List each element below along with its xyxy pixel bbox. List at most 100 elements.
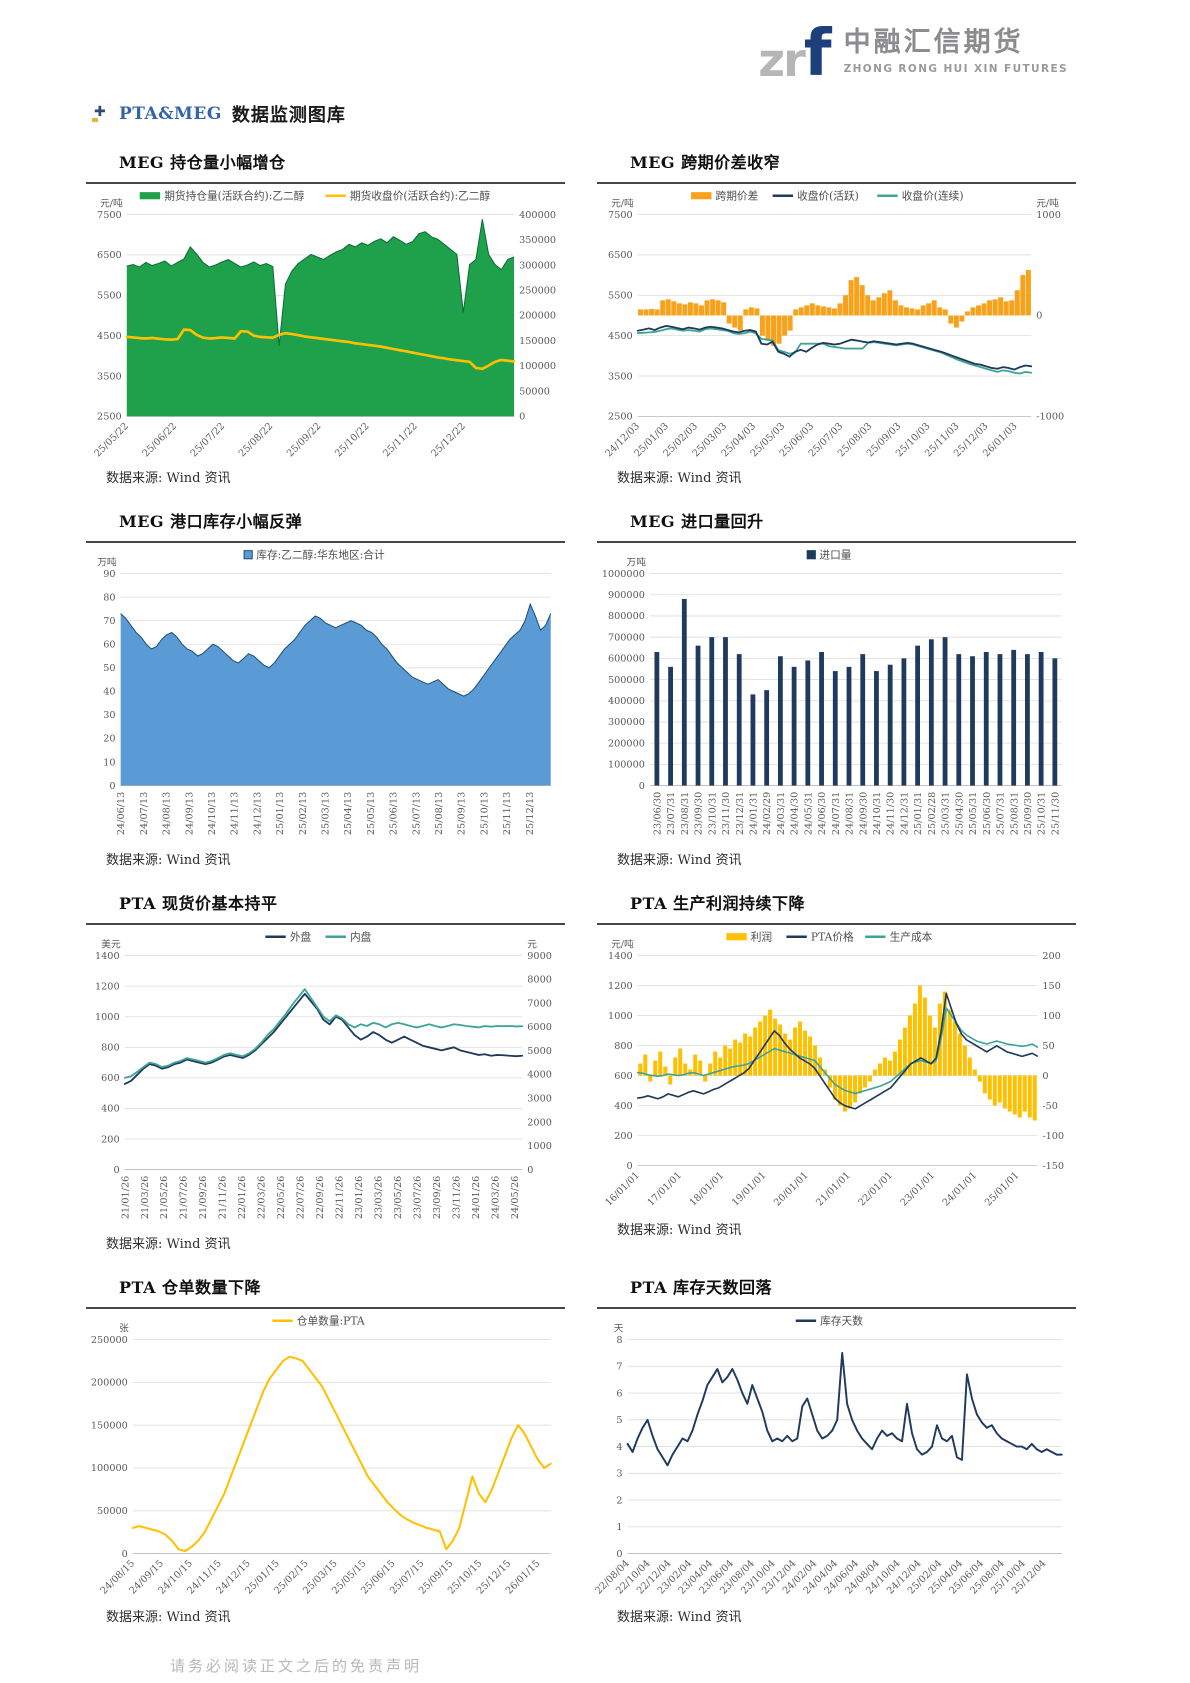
data-source-label: 数据来源: Wind 资讯 (617, 1222, 742, 1238)
svg-text:0: 0 (616, 1549, 622, 1560)
svg-text:25/02/28: 25/02/28 (927, 792, 938, 835)
company-logo: zr f 中融汇信期货 ZHONG RONG HUI XIN FUTURES (758, 16, 1068, 91)
chart-title: PTA 现货价基本持平 (119, 894, 278, 914)
svg-text:23/09/30: 23/09/30 (694, 792, 705, 835)
svg-text:元/吨: 元/吨 (611, 937, 634, 950)
svg-text:700000: 700000 (608, 633, 645, 644)
chart-card-pta-warehouse-receipts: PTA 仓单数量下降 0 50000 100000 150000 200000 25000… (86, 1256, 565, 1630)
svg-text:23/01/01: 23/01/01 (899, 1170, 938, 1209)
svg-text:22/11/26: 22/11/26 (335, 1176, 346, 1219)
svg-text:600000: 600000 (608, 654, 645, 665)
svg-text:350000: 350000 (519, 235, 556, 246)
svg-text:150000: 150000 (91, 1420, 128, 1431)
pta-spot-price-svg: 0 200 400 600 800 1000 1200 1400 0 1000 2000 3000 40… (95, 930, 552, 1219)
svg-text:1000: 1000 (608, 1011, 633, 1022)
svg-text:3000: 3000 (527, 1094, 552, 1105)
svg-text:1400: 1400 (95, 951, 120, 962)
svg-text:22/09/26: 22/09/26 (315, 1176, 326, 1219)
svg-text:25/11/22: 25/11/22 (381, 421, 420, 460)
svg-text:0: 0 (519, 412, 525, 423)
svg-text:24/11/30: 24/11/30 (886, 792, 897, 835)
logo-f-text: f (803, 16, 832, 91)
svg-text:400: 400 (101, 1104, 119, 1115)
svg-text:0: 0 (113, 1165, 119, 1176)
svg-text:25/12/13: 25/12/13 (525, 792, 536, 835)
svg-text:24/09/13: 24/09/13 (184, 792, 195, 835)
pta-warehouse-receipts-chart: 0 50000 100000 150000 200000 250000 张 24/08/15 2… (86, 1309, 565, 1607)
svg-text:24/05/31: 24/05/31 (803, 792, 814, 835)
svg-text:24/10/31: 24/10/31 (872, 792, 883, 835)
svg-text:外盘: 外盘 (290, 930, 312, 943)
svg-text:200000: 200000 (91, 1377, 128, 1388)
svg-text:400000: 400000 (519, 210, 556, 221)
svg-text:300000: 300000 (608, 718, 645, 729)
svg-text:1000000: 1000000 (602, 569, 645, 580)
svg-text:25/11/13: 25/11/13 (502, 792, 513, 835)
logo-zr-text: zr (758, 32, 805, 87)
chart-card-pta-production-profit: PTA 生产利润持续下降 0 200 400 600 800 1000 1200 1400 -1… (597, 872, 1076, 1256)
svg-text:25/05/13: 25/05/13 (366, 792, 377, 835)
svg-text:库存天数: 库存天数 (820, 1314, 863, 1327)
data-source-label: 数据来源: Wind 资讯 (106, 471, 231, 487)
svg-text:1000: 1000 (1036, 210, 1061, 221)
logo-mark: zr f (758, 16, 832, 91)
data-source-label: 数据来源: Wind 资讯 (106, 1610, 231, 1626)
svg-text:21/09/26: 21/09/26 (198, 1176, 209, 1219)
svg-text:400: 400 (614, 1101, 632, 1112)
svg-text:-1000: -1000 (1036, 412, 1064, 423)
svg-text:美元: 美元 (101, 937, 121, 950)
svg-text:2500: 2500 (97, 412, 122, 423)
svg-text:5500: 5500 (608, 291, 633, 302)
chart-card-meg-imports: MEG 进口量回升 0 100000 200000 300000 400000 50000… (597, 490, 1076, 872)
svg-text:800: 800 (614, 1041, 632, 1052)
svg-text:50: 50 (103, 663, 115, 674)
svg-text:30: 30 (103, 710, 115, 721)
svg-text:25/10/31: 25/10/31 (1037, 792, 1048, 835)
pta-production-profit-svg: 0 200 400 600 800 1000 1200 1400 -150 -100 -50 0 50 1… (603, 930, 1064, 1209)
svg-text:25/06/30: 25/06/30 (982, 792, 993, 835)
svg-text:25/04/30: 25/04/30 (954, 792, 965, 835)
chart-card-pta-inventory-days: PTA 库存天数回落 0 1 2 3 4 5 6 7 8 天 22/08/04 22/10/04 22/… (593, 1256, 1076, 1630)
svg-text:200: 200 (614, 1131, 632, 1142)
svg-text:100000: 100000 (91, 1463, 128, 1474)
svg-text:800: 800 (101, 1043, 119, 1054)
svg-text:8: 8 (616, 1335, 622, 1346)
svg-text:23/07/31: 23/07/31 (666, 792, 677, 835)
svg-text:18/01/01: 18/01/01 (688, 1170, 727, 1209)
chart-card-meg-calendar-spread: MEG 跨期价差收窄 2500 3500 4500 5500 6500 7500 -1000… (597, 131, 1076, 490)
svg-text:7500: 7500 (608, 210, 633, 221)
svg-text:23/07/26: 23/07/26 (412, 1176, 423, 1219)
data-source-label: 数据来源: Wind 资讯 (617, 1610, 742, 1626)
pta-production-profit-chart: 0 200 400 600 800 1000 1200 1400 -150 -100 -50 0 50 1… (597, 925, 1076, 1219)
svg-text:24/08/31: 24/08/31 (845, 792, 856, 835)
pta-inventory-days-svg: 012345678天22/08/0422/10/0422/12/0423/02/… (593, 1314, 1063, 1596)
svg-text:元/吨: 元/吨 (611, 196, 634, 209)
svg-text:3: 3 (616, 1468, 622, 1479)
svg-text:250000: 250000 (519, 286, 556, 297)
data-source-label: 数据来源: Wind 资讯 (106, 853, 231, 869)
svg-text:0: 0 (527, 1165, 533, 1176)
svg-text:万吨: 万吨 (97, 556, 117, 569)
svg-text:0: 0 (1036, 311, 1042, 322)
chart-title: PTA 库存天数回落 (630, 1277, 773, 1297)
svg-text:600: 600 (614, 1071, 632, 1082)
chart-title: PTA 仓单数量下降 (119, 1277, 262, 1297)
svg-text:150000: 150000 (519, 336, 556, 347)
svg-text:25/03/31: 25/03/31 (941, 792, 952, 835)
divider (86, 1306, 565, 1309)
svg-text:6000: 6000 (527, 1022, 552, 1033)
svg-text:22/03/26: 22/03/26 (257, 1176, 268, 1219)
svg-text:9000: 9000 (527, 951, 552, 962)
svg-text:元/吨: 元/吨 (100, 196, 123, 209)
chart-title: MEG 跨期价差收窄 (630, 153, 781, 172)
divider (86, 182, 565, 184)
divider (597, 541, 1076, 544)
svg-text:24/09/30: 24/09/30 (858, 792, 869, 835)
svg-text:500000: 500000 (608, 675, 645, 686)
data-source-label: 数据来源: Wind 资讯 (617, 471, 742, 487)
svg-text:6: 6 (616, 1388, 622, 1399)
svg-text:23/11/30: 23/11/30 (721, 792, 732, 835)
chart-grid: MEG 持仓量小幅增仓 2500 3500 4500 5500 6500 7500 0 500… (86, 131, 1076, 1629)
meg-port-inventory-chart: 0 10 20 30 40 50 60 70 80 90 万吨 24/06/13 24/07/13 24/… (86, 543, 565, 849)
chart-title: MEG 港口库存小幅反弹 (119, 512, 303, 532)
